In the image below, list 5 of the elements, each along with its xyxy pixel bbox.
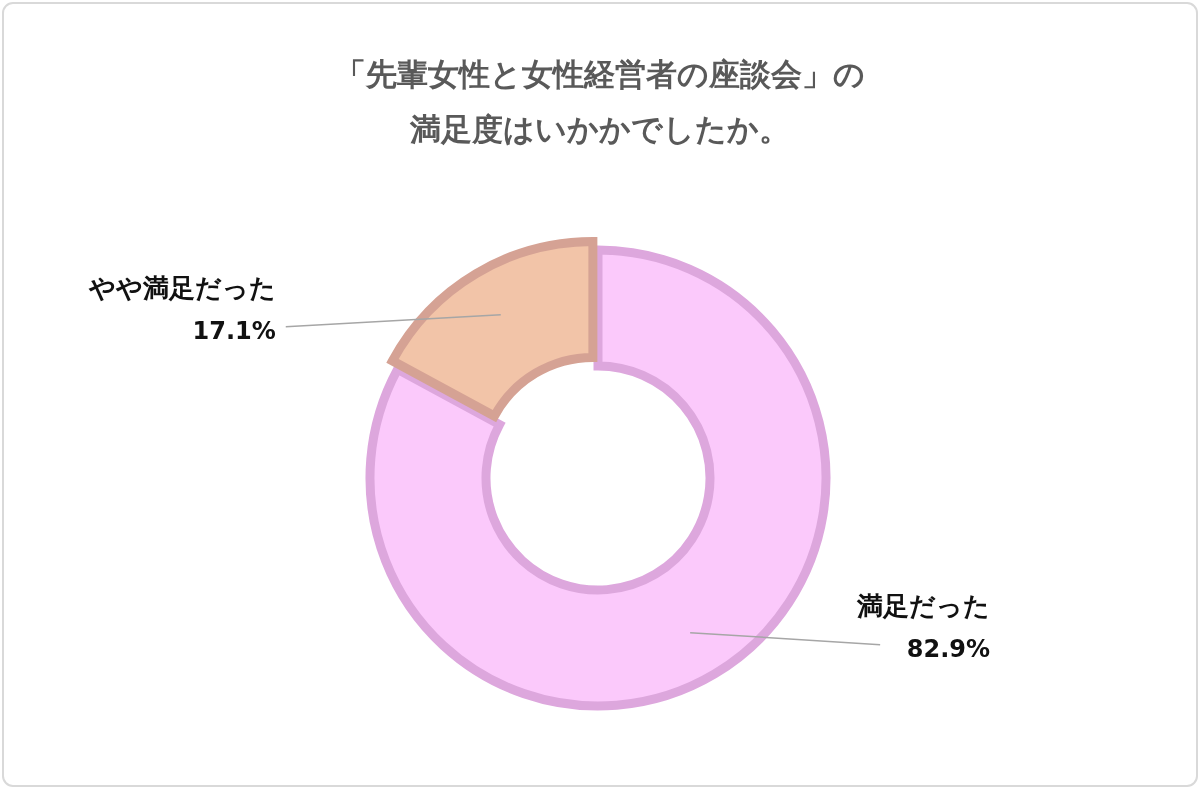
chart-title: 「先輩女性と女性経営者の座談会」の満足度はいかかでしたか。 [335,56,865,147]
data-label: 17.1% [192,316,276,345]
data-label: 82.9% [906,634,991,663]
slice-label: 満足だった [856,590,991,621]
slice-label: やや満足だった [87,272,276,303]
